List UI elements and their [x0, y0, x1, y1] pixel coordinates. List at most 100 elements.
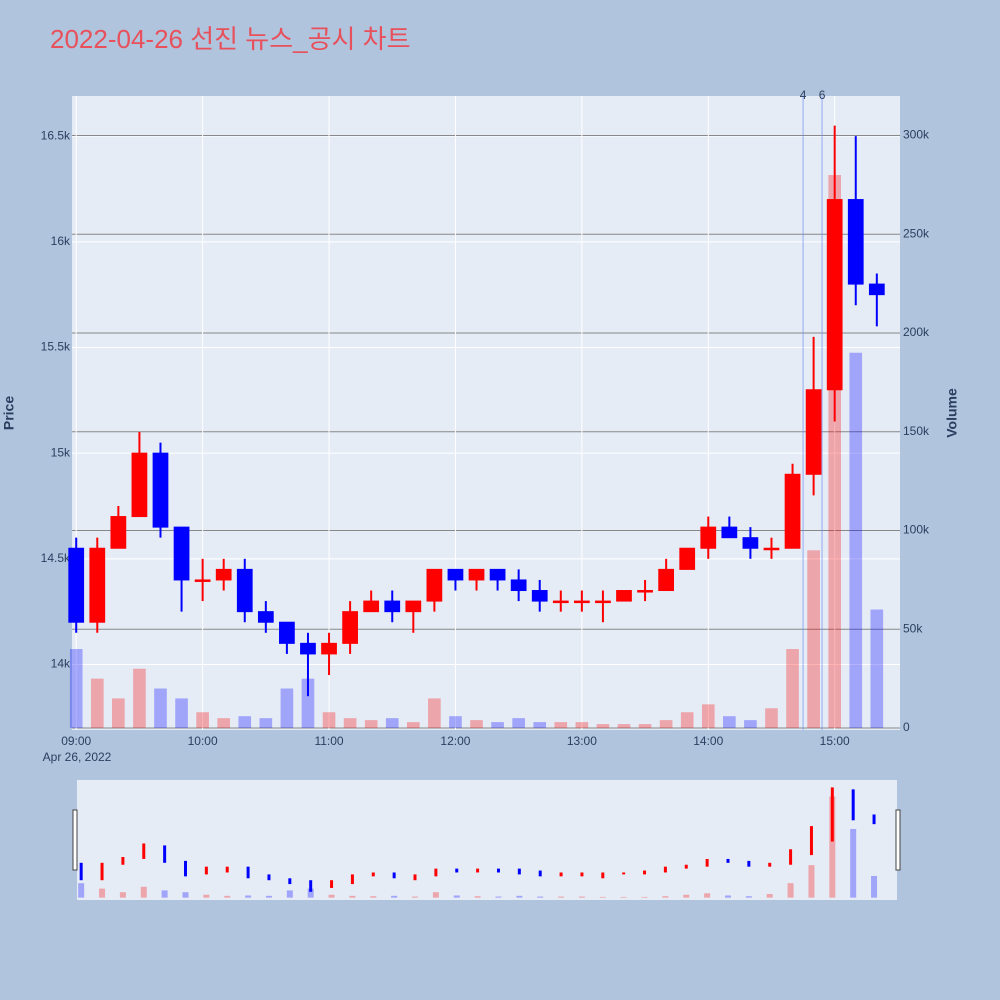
y2-tick-label: 200k [903, 325, 930, 339]
candle-body [194, 579, 211, 582]
candle-body [721, 526, 738, 539]
y2-tick-label: 50k [903, 621, 923, 635]
slider-volume-bar [307, 888, 314, 898]
candle-body [510, 579, 527, 592]
volume-bar [406, 722, 420, 729]
x-tick-label: 11:00 [314, 734, 343, 748]
candle-body [595, 600, 611, 604]
annotation-label: 4 [800, 88, 807, 102]
slider-volume-bar [537, 896, 544, 898]
x-tick-label: 09:00 [61, 734, 91, 748]
candle-body [616, 590, 632, 602]
volume-bar [786, 649, 799, 729]
candle-body [637, 590, 653, 593]
slider-volume-bar [453, 895, 460, 898]
slider-volume-bar [432, 892, 439, 898]
y-tick-label: 16.5k [41, 128, 71, 142]
volume-bar [301, 678, 315, 729]
slider-volume-bar [662, 896, 669, 898]
volume-bar [617, 724, 631, 729]
candle-body [426, 568, 443, 602]
volume-bar [596, 724, 610, 729]
volume-bar [428, 698, 441, 729]
candle-body [468, 568, 485, 581]
range-slider[interactable] [77, 780, 897, 900]
candle-body [152, 452, 169, 528]
volume-bar [364, 720, 378, 729]
volume-bar [259, 718, 273, 729]
slider-volume-bar [620, 896, 627, 898]
chart-title: 2022-04-26 선진 뉴스_공시 차트 [50, 24, 411, 54]
y-tick-label: 14.5k [41, 551, 71, 565]
volume-bar [322, 712, 336, 729]
candle-body [236, 568, 253, 613]
slider-volume-bar [140, 886, 147, 898]
candle-body [700, 526, 717, 549]
slider-handle-right[interactable] [895, 809, 901, 871]
slider-volume-bar [78, 883, 85, 898]
volume-bar [385, 718, 399, 729]
volume-bar [744, 720, 757, 729]
y2-tick-label: 300k [903, 128, 930, 142]
candle-body [489, 568, 506, 581]
slider-volume-bar [641, 896, 648, 898]
volume-bar [175, 698, 188, 729]
volume-bar [659, 720, 673, 729]
y2-tick-label: 150k [903, 424, 930, 438]
candle-body [300, 642, 316, 655]
volume-bar [133, 668, 146, 729]
candle-body [342, 611, 358, 644]
slider-volume-bar [328, 894, 335, 898]
slider-volume-bar [558, 896, 565, 898]
volume-bar [69, 649, 83, 729]
volume-bar [196, 712, 209, 729]
y-tick-label: 14k [51, 657, 71, 671]
slider-volume-bar [474, 896, 481, 898]
y-tick-label: 15k [51, 445, 71, 459]
volume-bar [90, 678, 104, 729]
slider-volume-bar [871, 875, 878, 898]
volume-bar [638, 724, 652, 729]
slider-volume-bar [724, 895, 731, 898]
slider-volume-bar [412, 896, 419, 898]
slider-volume-bar [766, 894, 773, 898]
volume-bar [849, 352, 863, 729]
x-tick-label: 14:00 [693, 734, 723, 748]
slider-volume-bar [265, 895, 272, 898]
slider-volume-bar [683, 894, 690, 898]
candle-body [658, 568, 675, 592]
candle-body [321, 642, 337, 655]
x-date-label: Apr 26, 2022 [43, 750, 112, 764]
candle-body [679, 547, 696, 570]
candle-body [826, 199, 843, 391]
y2-tick-label: 100k [903, 523, 930, 537]
candle-body [552, 600, 569, 604]
slider-handle-left[interactable] [72, 809, 78, 871]
slider-volume-bar [745, 896, 752, 898]
candle-body [257, 611, 274, 623]
slider-volume-bar [370, 896, 377, 898]
volume-bar [765, 708, 778, 729]
volume-bar [238, 716, 252, 729]
volume-bar [701, 704, 715, 729]
volume-bar [575, 722, 589, 729]
candle-body [405, 600, 422, 613]
candle-body [805, 389, 822, 475]
slider-volume-bar [704, 893, 711, 898]
slider-volume-bar [787, 883, 794, 898]
candle-body [279, 621, 295, 644]
candle-body [363, 600, 380, 613]
volume-bar [343, 718, 357, 729]
candle-body [215, 568, 232, 581]
candle-body [742, 537, 759, 549]
candle-body [531, 590, 548, 602]
candle-body [847, 199, 864, 285]
slider-volume-bar [578, 896, 585, 898]
candle-body [131, 452, 148, 518]
slider-volume-bar [224, 895, 231, 898]
candle-body [173, 526, 190, 581]
volume-bar [491, 722, 504, 729]
x-tick-label: 12:00 [440, 734, 470, 748]
volume-bar [280, 688, 294, 729]
